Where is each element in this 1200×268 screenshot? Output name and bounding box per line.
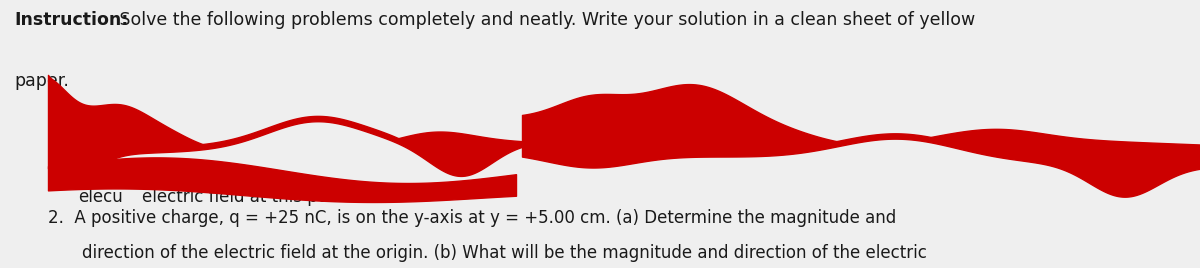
Text: electric field at this poi...: electric field at this poi... [142,188,348,206]
Text: direction of the electric field at the origin. (b) What will be the magnitude an: direction of the electric field at the o… [82,244,926,262]
Text: Solve the following problems completely and neatly. Write your solution in a cle: Solve the following problems completely … [114,11,976,29]
Text: 1.: 1. [66,129,82,147]
Text: elecu: elecu [78,188,122,206]
Text: 2.  A positive charge, q = +25 nC, is on the y-axis at y = +5.00 cm. (a) Determi: 2. A positive charge, q = +25 nC, is on … [48,209,896,227]
Text: Instruction:: Instruction: [14,11,128,29]
Text: paper.: paper. [14,72,70,90]
